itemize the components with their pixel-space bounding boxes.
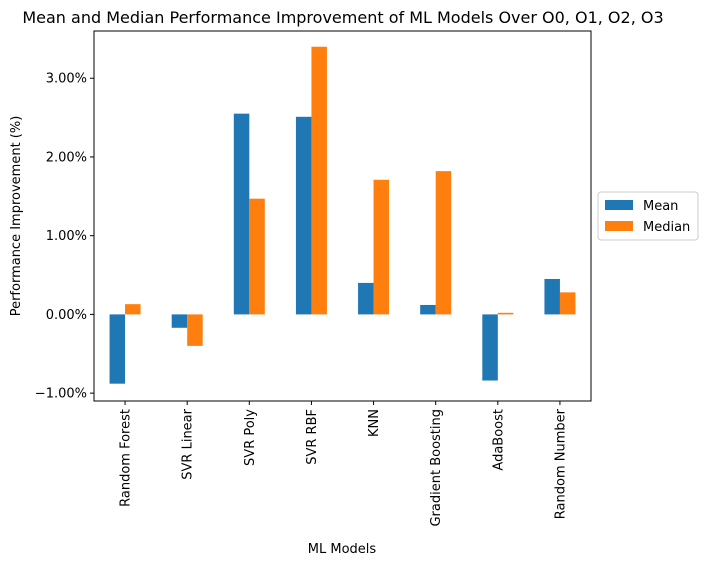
y-tick-label-4: 3.00% xyxy=(46,72,87,87)
bar-mean-2 xyxy=(233,113,250,315)
y-tick-label-2: 1.00% xyxy=(46,229,87,244)
legend-label-median: Median xyxy=(643,220,690,235)
x-axis-label: ML Models xyxy=(308,542,377,557)
bar-mean-4 xyxy=(358,282,374,315)
plot-frame xyxy=(93,30,592,402)
bar-median-1 xyxy=(187,314,203,346)
y-tick-label-0: −1.00% xyxy=(35,387,87,402)
bar-mean-3 xyxy=(295,116,312,315)
bar-median-6 xyxy=(497,312,514,315)
x-tick-label-0: Random Forest xyxy=(119,409,134,507)
x-tick-label-1: SVR Linear xyxy=(181,408,196,479)
legend-swatch-mean xyxy=(605,200,633,210)
bar-median-5 xyxy=(435,171,452,315)
bars-group xyxy=(109,46,576,384)
bar-median-3 xyxy=(311,46,327,315)
bar-median-7 xyxy=(559,292,576,315)
y-tick-label-3: 2.00% xyxy=(46,150,87,165)
x-tick-label-4: KNN xyxy=(367,409,382,437)
bar-median-2 xyxy=(249,198,265,315)
bar-mean-0 xyxy=(109,314,126,384)
x-axis: Random Forest SVR Linear SVR Poly SVR RBF KN… xyxy=(119,401,568,527)
legend-swatch-median xyxy=(605,221,633,231)
chart-title: Mean and Median Performance Improvement … xyxy=(22,8,663,27)
y-tick-label-1: 0.00% xyxy=(46,308,87,323)
x-tick-label-5: Gradient Boosting xyxy=(429,409,444,527)
bar-median-0 xyxy=(125,304,141,315)
legend-label-mean: Mean xyxy=(643,199,678,214)
bar-median-4 xyxy=(373,179,390,315)
bar-mean-6 xyxy=(482,314,498,381)
x-tick-label-3: SVR RBF xyxy=(305,409,320,465)
bar-mean-1 xyxy=(171,314,188,328)
bar-mean-7 xyxy=(544,278,560,315)
y-axis-label: Performance Improvement (%) xyxy=(9,116,24,317)
x-tick-label-2: SVR Poly xyxy=(243,409,258,466)
x-tick-label-6: AdaBoost xyxy=(491,409,506,471)
legend: Mean Median xyxy=(597,191,699,241)
x-tick-label-7: Random Number xyxy=(553,408,568,519)
y-axis: −1.00% 0.00% 1.00% 2.00% 3.00% xyxy=(35,72,94,402)
bar-mean-5 xyxy=(420,304,436,315)
